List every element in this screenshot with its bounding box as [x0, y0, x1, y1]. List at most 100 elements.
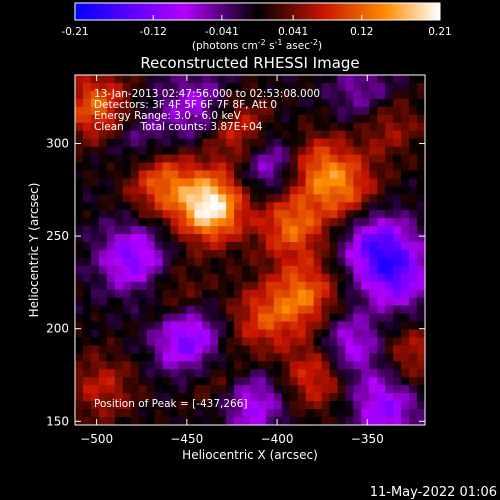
heatmap-cell [162, 75, 171, 84]
heatmap-cell [242, 234, 251, 243]
heatmap-cell [345, 409, 354, 418]
heatmap-cell [82, 242, 92, 251]
heatmap-cell [361, 114, 370, 124]
heatmap-cell [75, 162, 84, 171]
heatmap-cell [122, 106, 132, 116]
heatmap-cell [361, 377, 370, 386]
heatmap-cell [297, 401, 307, 410]
heatmap-cell [265, 178, 275, 187]
heatmap-cell [345, 90, 354, 100]
heatmap-cell [122, 273, 132, 283]
heatmap-cell [146, 122, 156, 132]
heatmap-cell [401, 170, 410, 179]
heatmap-cell [337, 401, 346, 410]
heatmap-cell [281, 82, 291, 92]
heatmap-cell [377, 98, 386, 108]
heatmap-cell [146, 106, 156, 116]
heatmap-cell [313, 289, 323, 299]
heatmap-cell [417, 393, 426, 402]
heatmap-cell [186, 170, 195, 179]
heatmap-cell [361, 138, 370, 148]
heatmap-cell [162, 257, 171, 267]
heatmap-cell [313, 417, 323, 426]
heatmap-cell [90, 98, 100, 108]
heatmap-cell [369, 210, 378, 219]
heatmap-cell [361, 361, 370, 370]
heatmap-cell [90, 162, 100, 171]
heatmap-cell [178, 329, 187, 338]
heatmap-cell [281, 106, 291, 116]
heatmap-cell [146, 154, 156, 163]
heatmap-cell [130, 234, 140, 243]
heatmap-cell [250, 114, 259, 124]
heatmap-cell [329, 377, 338, 386]
heatmap-cell [114, 210, 124, 219]
heatmap-cell [218, 194, 227, 203]
heatmap-cell [162, 234, 171, 243]
heatmap-cell [98, 297, 108, 307]
heatmap-cell [218, 409, 227, 418]
heatmap-cell [337, 98, 346, 108]
heatmap-cell [345, 154, 354, 163]
heatmap-cell [130, 385, 140, 394]
heatmap-cell [162, 329, 171, 338]
heatmap-cell [265, 186, 275, 195]
heatmap-cell [210, 98, 219, 108]
heatmap-cell [345, 345, 354, 354]
heatmap-cell [82, 210, 92, 219]
heatmap-cell [90, 361, 100, 370]
heatmap-cell [210, 393, 219, 402]
heatmap-cell [281, 401, 291, 410]
heatmap-cell [234, 210, 243, 219]
heatmap-cell [289, 75, 299, 84]
heatmap-cell [154, 138, 163, 148]
heatmap-cell [369, 345, 378, 354]
heatmap-cell [305, 75, 315, 84]
heatmap-cell [329, 305, 338, 315]
heatmap-cell [265, 297, 275, 307]
heatmap-cell [82, 186, 92, 195]
heatmap-cell [114, 106, 124, 116]
heatmap-cell [369, 194, 378, 203]
heatmap-cell [178, 162, 187, 171]
heatmap-cell [98, 385, 108, 394]
heatmap-cell [385, 90, 394, 100]
heatmap-cell [210, 138, 219, 148]
heatmap-cell [313, 313, 323, 323]
heatmap-cell [146, 114, 156, 124]
heatmap-cell [257, 82, 267, 92]
heatmap-cell [321, 369, 331, 378]
heatmap-cell [178, 130, 187, 140]
heatmap-cell [345, 321, 354, 331]
heatmap-cell [345, 170, 354, 179]
heatmap-cell [75, 242, 84, 251]
heatmap-cell [273, 218, 283, 227]
heatmap-cell [178, 297, 187, 307]
heatmap-cell [289, 345, 299, 354]
heatmap-cell [154, 178, 163, 187]
heatmap-cell [202, 250, 211, 259]
heatmap-cell [90, 122, 100, 132]
heatmap-cell [361, 401, 370, 410]
heatmap-cell [273, 75, 283, 84]
heatmap-cell [242, 170, 251, 179]
heatmap-cell [106, 361, 116, 370]
heatmap-cell [114, 409, 124, 418]
heatmap-cell [90, 281, 100, 291]
heatmap-cell [82, 218, 92, 227]
heatmap-cell [313, 154, 323, 163]
heatmap-cell [202, 273, 211, 283]
heatmap-cell [170, 281, 179, 291]
heatmap-cell [337, 321, 346, 331]
heatmap-cell [170, 218, 179, 227]
heatmap-cell [305, 321, 315, 331]
heatmap-cell [218, 90, 227, 100]
heatmap-cell [393, 178, 402, 187]
heatmap-cell [361, 313, 370, 323]
heatmap-cell [186, 281, 195, 291]
heatmap-cell [82, 385, 92, 394]
heatmap-cell [234, 417, 243, 426]
heatmap-cell [90, 130, 100, 140]
heatmap-cell [146, 377, 156, 386]
heatmap-cell [218, 250, 227, 259]
